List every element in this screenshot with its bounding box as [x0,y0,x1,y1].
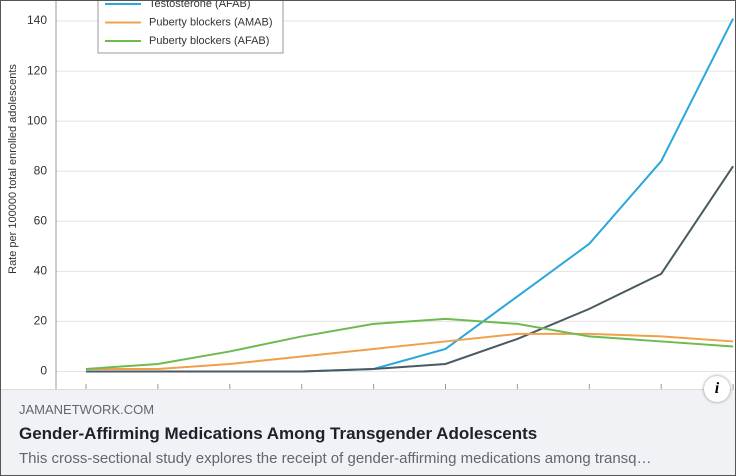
card-footer[interactable]: JAMANETWORK.COM Gender-Affirming Medicat… [1,389,735,475]
y-tick-label: 20 [34,314,48,328]
y-tick-label: 140 [27,13,47,27]
legend-label: Puberty blockers (AFAB) [149,35,269,47]
card-source: JAMANETWORK.COM [19,402,155,417]
y-tick-label: 40 [34,264,48,278]
series-line [86,165,734,373]
series-line [86,332,734,370]
legend-box [97,1,284,54]
y-axis-label: Rate per 100000 total enrolled adolescen… [7,64,19,274]
info-button[interactable]: i [704,376,730,402]
legend-label: Puberty blockers (AMAB) [149,16,272,28]
y-tick-label: 60 [34,213,48,227]
y-tick-label: 0 [40,364,47,378]
y-tick-label: 120 [27,63,47,77]
series-line [85,317,734,370]
y-tick-label: 80 [34,163,48,177]
card-description: This cross-sectional study explores the … [19,450,652,467]
chart: Rate per 100000 total enrolled adolescen… [7,1,735,389]
legend-label: Testosterone (AFAB) [149,1,251,10]
card-title[interactable]: Gender-Affirming Medications Among Trans… [19,424,538,443]
y-tick-label: 100 [27,113,47,127]
